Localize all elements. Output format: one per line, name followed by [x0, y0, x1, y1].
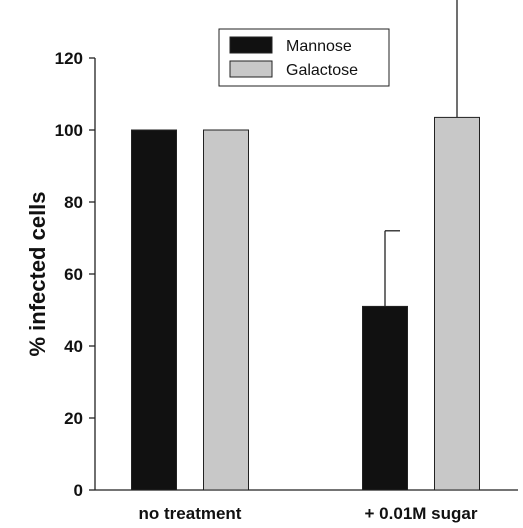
y-tick-label: 0: [74, 481, 83, 500]
x-tick-label: no treatment: [139, 504, 242, 523]
y-tick-label: 100: [55, 121, 83, 140]
bar: [203, 129, 249, 491]
legend-label: Galactose: [286, 62, 358, 79]
legend-swatch: [229, 36, 273, 54]
y-tick-label: 80: [64, 193, 83, 212]
bar: [434, 116, 480, 491]
bars: [131, 116, 480, 491]
legend-swatch: [229, 60, 273, 78]
y-axis-title: % infected cells: [25, 191, 50, 356]
error-bars: [384, 0, 458, 307]
y-tick-label: 60: [64, 265, 83, 284]
bar: [362, 305, 408, 491]
axes: 0 20 40 60 80 100 120 no treatment + 0.01M sugar: [55, 49, 518, 523]
bar: [131, 129, 177, 491]
legend: Mannose Galactose: [218, 28, 390, 87]
y-tick-label: 40: [64, 337, 83, 356]
y-tick-label: 20: [64, 409, 83, 428]
x-tick-label: + 0.01M sugar: [365, 504, 478, 523]
y-tick-label: 120: [55, 49, 83, 68]
legend-label: Mannose: [286, 38, 352, 55]
